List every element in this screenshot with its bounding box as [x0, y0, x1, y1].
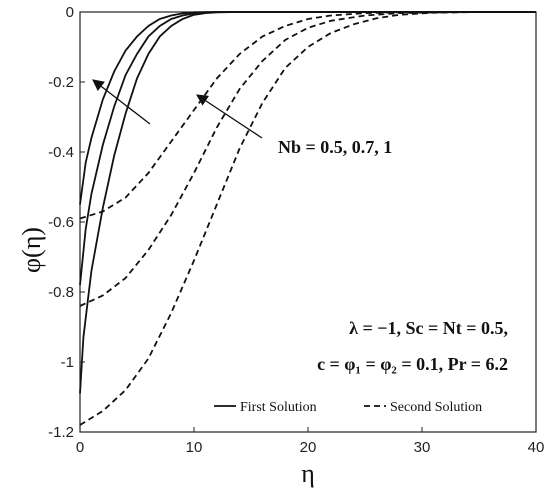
- y-axis-title: φ(η): [17, 227, 46, 273]
- x-tick-label: 10: [186, 439, 203, 456]
- annotation-params-1: λ = −1, Sc = Nt = 0.5,: [349, 318, 508, 338]
- arrows: [92, 79, 263, 139]
- ticks-group: 0 10 20 30 40 0 -0.2 -0.4 -0.6 -0.8 -1 -1.2: [48, 4, 544, 456]
- y-tick-label: -0.2: [48, 74, 74, 91]
- legend: First Solution Second Solution: [214, 400, 482, 415]
- arrow-first-solution: [92, 79, 151, 125]
- y-tick-label: -0.6: [48, 214, 74, 231]
- y-tick-label: -1: [61, 354, 74, 371]
- plot-area: 0 10 20 30 40 0 -0.2 -0.4 -0.6 -0.8 -1 -1.2: [48, 4, 544, 456]
- legend-label-first: First Solution: [240, 400, 317, 415]
- first-solution-line-nb-1: [79, 11, 536, 394]
- arrow-second-solution: [196, 94, 263, 139]
- y-tick-label: -1.2: [48, 424, 74, 441]
- x-tick-label: 20: [300, 439, 317, 456]
- first-solution-line-nb-0-7: [79, 11, 536, 286]
- second-solution-line-nb-0-5: [79, 11, 536, 220]
- annotation-nb: Nb = 0.5, 0.7, 1: [278, 137, 392, 157]
- legend-label-second: Second Solution: [390, 400, 482, 415]
- x-axis-title: η: [301, 459, 315, 488]
- y-tick-label: -0.8: [48, 284, 74, 301]
- y-tick-label: -0.4: [48, 144, 74, 161]
- x-tick-label: 40: [528, 439, 545, 456]
- second-solution-line-nb-1: [79, 11, 536, 426]
- series-group: [79, 11, 536, 426]
- x-tick-label: 30: [414, 439, 431, 456]
- y-tick-label: 0: [66, 4, 74, 21]
- first-solution-line-nb-0-5: [79, 11, 536, 205]
- x-tick-label: 0: [76, 439, 84, 456]
- annotation-params-2: c = φ₁ = φ₂ = 0.1, Pr = 6.2: [317, 354, 508, 374]
- second-solution-line-nb-0-7: [79, 11, 536, 307]
